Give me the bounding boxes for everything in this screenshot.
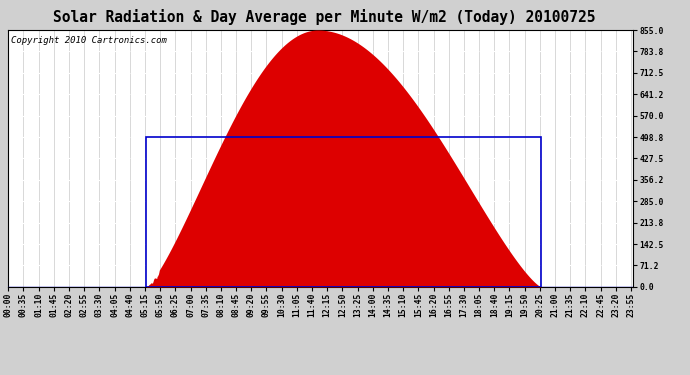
Text: Solar Radiation & Day Average per Minute W/m2 (Today) 20100725: Solar Radiation & Day Average per Minute… [53, 9, 595, 26]
Text: Copyright 2010 Cartronics.com: Copyright 2010 Cartronics.com [12, 36, 167, 45]
Bar [146, 137, 541, 287]
